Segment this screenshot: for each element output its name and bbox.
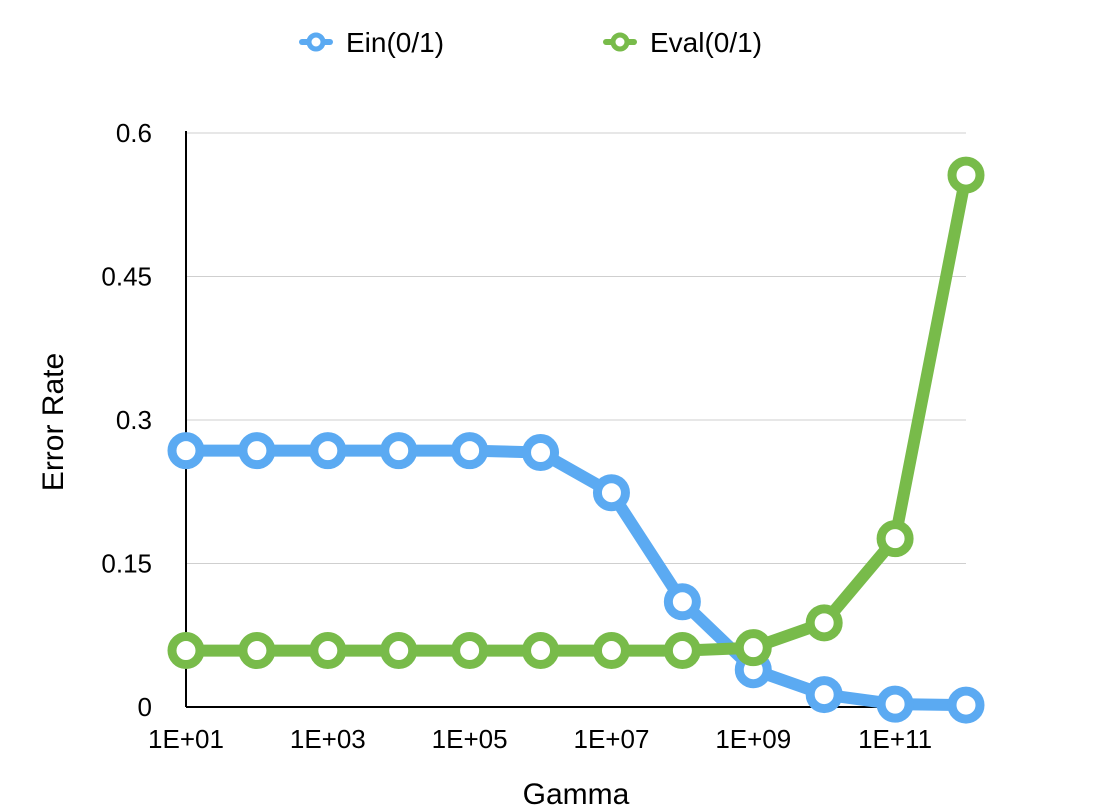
data-point [592, 474, 630, 512]
y-tick-label: 0.15 [101, 549, 152, 579]
data-point [451, 632, 489, 670]
x-tick-label: 1E+03 [290, 724, 366, 754]
legend-label: Ein(0/1) [346, 27, 444, 58]
y-axis-title: Error Rate [37, 353, 70, 491]
data-point [876, 520, 914, 558]
data-point [876, 685, 914, 723]
data-point [805, 676, 843, 714]
gridlines [186, 132, 966, 564]
x-axis-ticks: 1E+01 1E+03 1E+05 1E+07 1E+09 1E+11 [148, 724, 932, 754]
data-point [451, 432, 489, 470]
data-point [380, 432, 418, 470]
y-tick-label: 0.6 [116, 118, 152, 148]
data-point [947, 686, 985, 724]
data-point [592, 632, 630, 670]
data-point [947, 156, 985, 194]
x-tick-label: 1E+09 [715, 724, 791, 754]
y-tick-label: 0 [138, 692, 152, 722]
legend-label: Eval(0/1) [650, 27, 762, 58]
data-point [663, 632, 701, 670]
data-point [522, 434, 560, 472]
x-axis-title: Gamma [523, 778, 630, 811]
data-point [522, 632, 560, 670]
y-tick-label: 0.45 [101, 262, 152, 292]
x-tick-label: 1E+05 [432, 724, 508, 754]
data-point [309, 432, 347, 470]
series-layer [167, 156, 985, 724]
data-point [663, 583, 701, 621]
series-line [180, 169, 972, 657]
x-tick-label: 1E+11 [858, 724, 932, 754]
data-point [167, 432, 205, 470]
data-point [380, 632, 418, 670]
data-point [734, 629, 772, 667]
legend-marker [306, 32, 326, 52]
data-point [309, 632, 347, 670]
series-line [180, 444, 972, 712]
data-point [805, 604, 843, 642]
legend-marker [610, 32, 630, 52]
x-tick-label: 1E+07 [574, 724, 650, 754]
legend: Ein(0/1) Eval(0/1) [299, 27, 762, 58]
data-point [238, 432, 276, 470]
data-point [167, 632, 205, 670]
y-axis-ticks: 0 0.15 0.3 0.45 0.6 [101, 118, 152, 722]
data-point [238, 632, 276, 670]
axes [185, 131, 966, 708]
y-tick-label: 0.3 [116, 405, 152, 435]
x-tick-label: 1E+01 [148, 724, 224, 754]
